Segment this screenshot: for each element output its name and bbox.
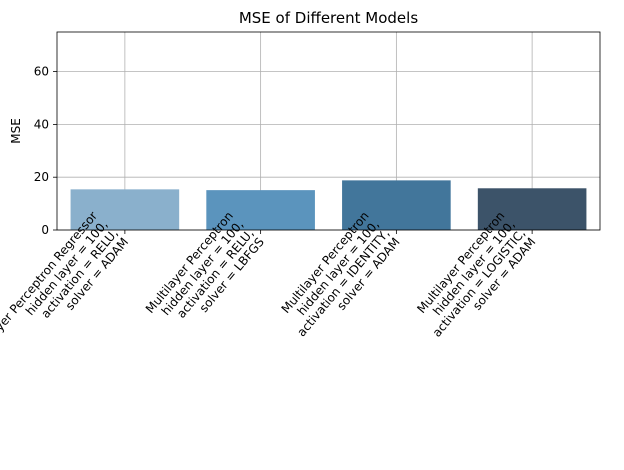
- bar: [342, 180, 451, 230]
- bar: [206, 190, 315, 230]
- y-tick-label: 60: [34, 65, 49, 79]
- y-tick-label: 0: [41, 223, 49, 237]
- y-tick-label: 20: [34, 170, 49, 184]
- bar-layer: [70, 180, 587, 230]
- bar: [477, 188, 587, 230]
- y-axis-ticks: 0 20 40 60: [34, 65, 57, 237]
- y-tick-label: 40: [34, 117, 49, 131]
- bar: [70, 189, 180, 230]
- x-axis-ticks: Multilayer Perceptron Regressorhidden la…: [0, 209, 538, 391]
- x-category-label: Multilayer Perceptron Regressorhidden la…: [0, 209, 131, 391]
- plot-frame: [56, 31, 601, 231]
- y-axis-label: MSE: [9, 118, 23, 144]
- chart-title: MSE of Different Models: [239, 9, 418, 27]
